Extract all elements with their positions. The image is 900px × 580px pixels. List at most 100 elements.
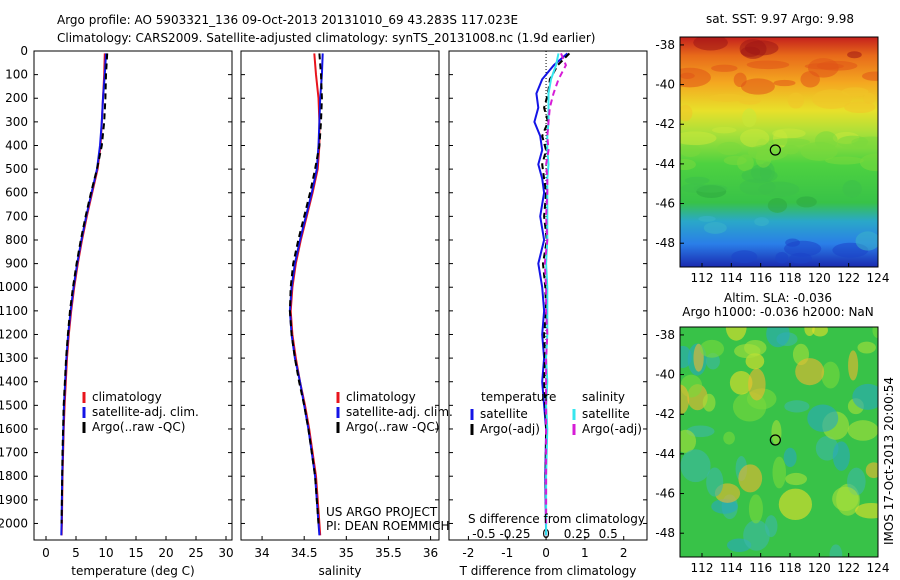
x-tick-label: 10 (98, 546, 113, 560)
sst-texture (844, 101, 876, 114)
sst-texture (863, 92, 876, 104)
sst-texture (723, 155, 747, 166)
sst-texture (769, 138, 810, 146)
sst-texture (738, 96, 761, 105)
sst-map-image (680, 37, 878, 267)
pi-label: PI: DEAN ROEMMICH (326, 519, 449, 533)
temperature-series-0 (60, 53, 106, 536)
salinity-series-1 (288, 53, 324, 536)
depth-tick-label: 1400 (0, 375, 28, 389)
x-tick-label: 5 (72, 546, 80, 560)
map-x-tick-label: 112 (691, 561, 714, 575)
sla-texture (857, 341, 876, 354)
map-x-tick-label: 116 (749, 271, 772, 285)
difference-legend-label: satellite (582, 407, 630, 421)
difference-legend-label: satellite (480, 407, 528, 421)
map-x-tick-label: 116 (749, 561, 772, 575)
map-y-tick-label: -46 (655, 487, 675, 501)
sst-texture (703, 222, 727, 234)
depth-tick-label: 1900 (0, 493, 28, 507)
depth-tick-label: 1300 (0, 351, 28, 365)
difference-xlabel: T difference from climatology (459, 564, 637, 578)
difference-panel-frame (448, 50, 648, 541)
map-x-tick-label: 114 (720, 561, 743, 575)
sst-texture (739, 38, 767, 59)
sla-texture (865, 462, 878, 479)
sst-texture (773, 79, 796, 87)
sst-texture (693, 184, 728, 193)
sla-texture (829, 544, 843, 557)
depth-tick-label: 700 (5, 209, 28, 223)
sla-texture (832, 441, 850, 471)
depth-tick-label: 400 (5, 138, 28, 152)
sst-texture (789, 252, 812, 264)
map-y-tick-label: -46 (655, 197, 675, 211)
sst-texture (775, 251, 789, 264)
sla-texture (847, 420, 878, 441)
sst-texture (680, 72, 695, 79)
x-tick-label: 30 (218, 546, 233, 560)
x-tick-label: 2 (620, 546, 628, 560)
sla-texture (748, 368, 766, 401)
sst-texture (851, 136, 878, 149)
depth-tick-label: 200 (5, 91, 28, 105)
map-x-tick-label: 118 (779, 561, 802, 575)
sla-texture (784, 400, 810, 413)
sst-texture (740, 78, 775, 95)
x-tick-label: 34 (254, 546, 269, 560)
difference-legend-label: Argo(-adj) (480, 422, 540, 436)
difference-legend-label: Argo(-adj) (582, 422, 642, 436)
difference-plot: -2-1012-0.5-0.2500.250.5temperaturesalin… (449, 50, 647, 560)
sst-texture (693, 37, 728, 51)
sla-map-title-line1: Altim. SLA: -0.036 (724, 291, 832, 305)
sla-texture (772, 456, 787, 489)
sla-texture (723, 431, 735, 445)
legend-header-temperature: temperature (481, 390, 556, 404)
x-tick-label: -1 (501, 546, 513, 560)
temperature-legend-label: Argo(..raw -QC) (92, 420, 185, 434)
x-tick-label: 0 (42, 546, 50, 560)
map-x-tick-label: 112 (691, 271, 714, 285)
depth-tick-label: 2000 (0, 516, 28, 530)
sst-texture (717, 141, 743, 156)
map-x-tick-label: 114 (720, 271, 743, 285)
sla-texture (771, 420, 782, 445)
s-tick-label: 0.25 (564, 527, 591, 541)
sla-texture (725, 327, 747, 341)
sla-texture (680, 345, 692, 368)
sst-texture (742, 108, 757, 128)
difference-series-2 (545, 53, 560, 536)
project-label: US ARGO PROJECT (326, 505, 438, 519)
map-x-tick-label: 120 (808, 271, 831, 285)
sla-texture (795, 358, 825, 386)
sla-texture (821, 361, 840, 389)
sst-map-frame (679, 36, 879, 268)
map-y-tick-label: -48 (655, 236, 675, 250)
sla-texture (804, 327, 815, 336)
map-y-tick-label: -42 (655, 117, 675, 131)
sst-texture (747, 144, 789, 161)
sla-texture (832, 486, 859, 511)
sla-texture (855, 502, 878, 519)
s-tick-label: -0.5 (472, 527, 495, 541)
depth-tick-label: 800 (5, 233, 28, 247)
depth-tick-label: 1000 (0, 280, 28, 294)
x-tick-label: 35 (339, 546, 354, 560)
sst-map-axes: 112 114 116 118 120 122 124 -38 -40 -42 -44 -46 -48 (655, 38, 889, 285)
map-y-tick-label: -40 (655, 78, 675, 92)
sla-map-image (680, 327, 878, 557)
sst-texture (772, 128, 806, 139)
map-x-tick-label: 120 (808, 561, 831, 575)
temperature-panel-frame (33, 50, 233, 541)
depth-tick-label: 1500 (0, 398, 28, 412)
sla-texture (852, 383, 878, 410)
sla-texture (783, 447, 797, 468)
sst-texture (767, 198, 788, 213)
depth-tick-label: 1600 (0, 422, 28, 436)
map-y-tick-label: -42 (655, 407, 675, 421)
salinity-panel-frame (240, 50, 440, 541)
temperature-legend-label: climatology (92, 390, 162, 404)
depth-tick-label: 600 (5, 186, 28, 200)
sla-texture (766, 327, 790, 348)
